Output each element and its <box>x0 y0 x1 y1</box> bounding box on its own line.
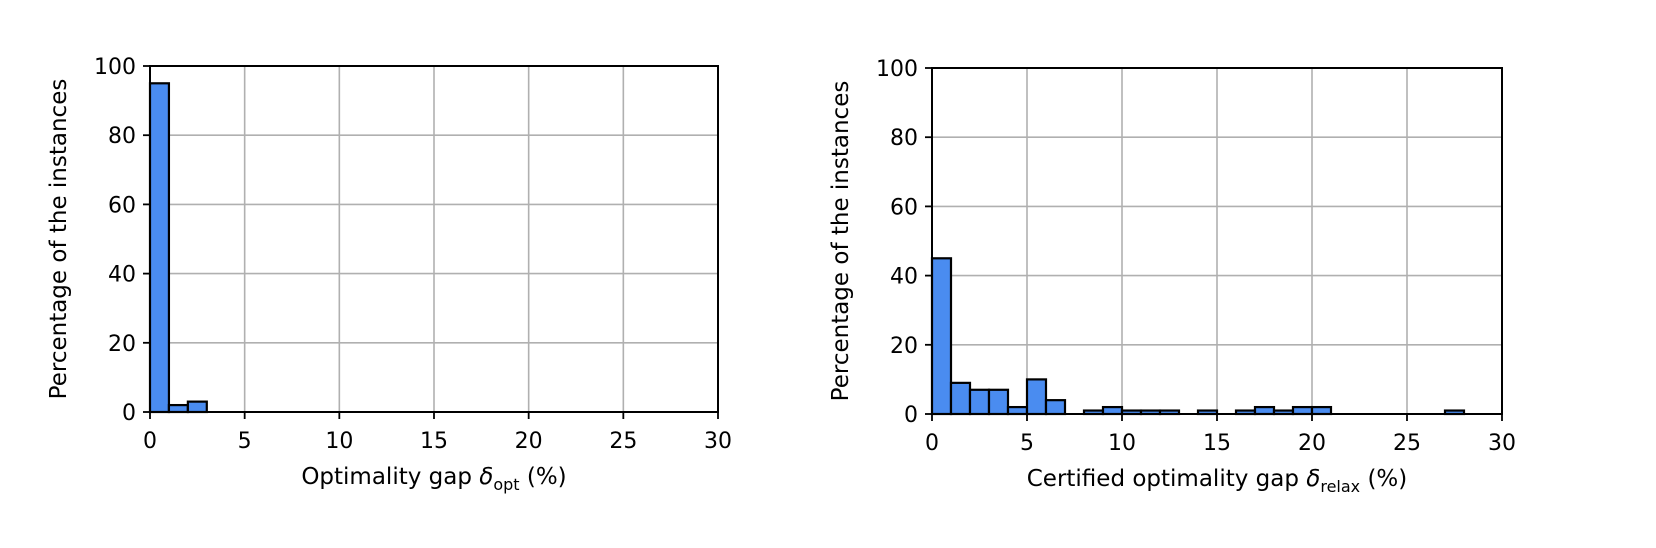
y-tick-label: 60 <box>890 195 918 220</box>
histogram-bar <box>1291 405 1314 416</box>
x-axis-label-suffix: (%) <box>520 464 567 490</box>
x-axis-label-symbol: δ <box>479 464 493 490</box>
x-tick-label: 20 <box>515 429 543 454</box>
y-tick-label: 80 <box>108 124 136 149</box>
y-ticks: 0 20 40 60 80 100 <box>876 57 932 428</box>
histogram-bar <box>1101 405 1124 416</box>
y-tick-label: 60 <box>108 193 136 218</box>
histogram-bars <box>148 82 208 414</box>
y-tick-label: 0 <box>122 401 136 426</box>
histogram-bar <box>1310 405 1333 416</box>
x-ticks: 0 5 10 15 20 25 30 <box>925 414 1516 456</box>
y-axis-label: Percentage of the instances <box>828 81 854 402</box>
histogram-bar <box>1044 399 1067 416</box>
y-tick-label: 0 <box>904 403 918 428</box>
x-ticks: 0 5 10 15 20 25 30 <box>143 412 732 454</box>
y-ticks: 0 20 40 60 80 100 <box>94 55 150 426</box>
histogram-bar <box>148 82 171 414</box>
x-tick-label: 10 <box>1108 431 1136 456</box>
histogram-bar <box>1006 405 1029 416</box>
x-tick-label: 5 <box>238 429 252 454</box>
grid-lines <box>149 65 719 413</box>
x-axis-label-suffix: (%) <box>1360 466 1407 492</box>
x-axis-label: Certified optimality gap δrelax (%) <box>1027 466 1408 496</box>
x-axis-label-subscript: opt <box>493 475 519 494</box>
x-tick-label: 15 <box>1203 431 1231 456</box>
x-axis-label-main: Certified optimality gap <box>1027 466 1307 492</box>
x-tick-label: 30 <box>704 429 732 454</box>
x-axis-label-main: Optimality gap <box>301 464 479 490</box>
y-tick-label: 100 <box>94 55 136 80</box>
x-tick-label: 5 <box>1020 431 1034 456</box>
histogram-bar <box>987 388 1010 416</box>
y-tick-label: 40 <box>890 265 918 290</box>
y-tick-label: 20 <box>890 334 918 359</box>
y-axis-label: Percentage of the instances <box>46 79 72 400</box>
x-tick-label: 0 <box>143 429 157 454</box>
histogram-bar <box>949 381 972 416</box>
histogram-bars <box>930 257 1466 416</box>
x-axis-label: Optimality gap δopt (%) <box>301 464 566 494</box>
x-tick-label: 20 <box>1298 431 1326 456</box>
histogram-optimality-gap: 0 5 10 15 20 25 30 0 20 40 60 80 100 Optimality gap… <box>46 55 732 494</box>
x-tick-label: 15 <box>420 429 448 454</box>
y-tick-label: 20 <box>108 332 136 357</box>
histogram-bar <box>167 403 189 414</box>
y-tick-label: 100 <box>876 57 918 82</box>
x-axis-label-subscript: relax <box>1320 477 1360 496</box>
x-tick-label: 25 <box>609 429 637 454</box>
histogram-bar <box>930 257 953 416</box>
x-tick-label: 10 <box>325 429 353 454</box>
x-axis-label-symbol: δ <box>1306 466 1320 492</box>
histogram-bar <box>1025 378 1048 416</box>
histogram-bar <box>186 400 208 414</box>
x-tick-label: 25 <box>1393 431 1421 456</box>
y-tick-label: 80 <box>890 126 918 151</box>
x-tick-label: 30 <box>1488 431 1516 456</box>
histogram-bar <box>1253 405 1276 416</box>
histogram-bar <box>968 388 991 416</box>
x-tick-label: 0 <box>925 431 939 456</box>
histogram-certified-optimality-gap: 0 5 10 15 20 25 30 0 20 40 60 80 100 Certified opti… <box>828 57 1516 496</box>
grid-lines <box>931 67 1503 415</box>
y-tick-label: 40 <box>108 263 136 288</box>
